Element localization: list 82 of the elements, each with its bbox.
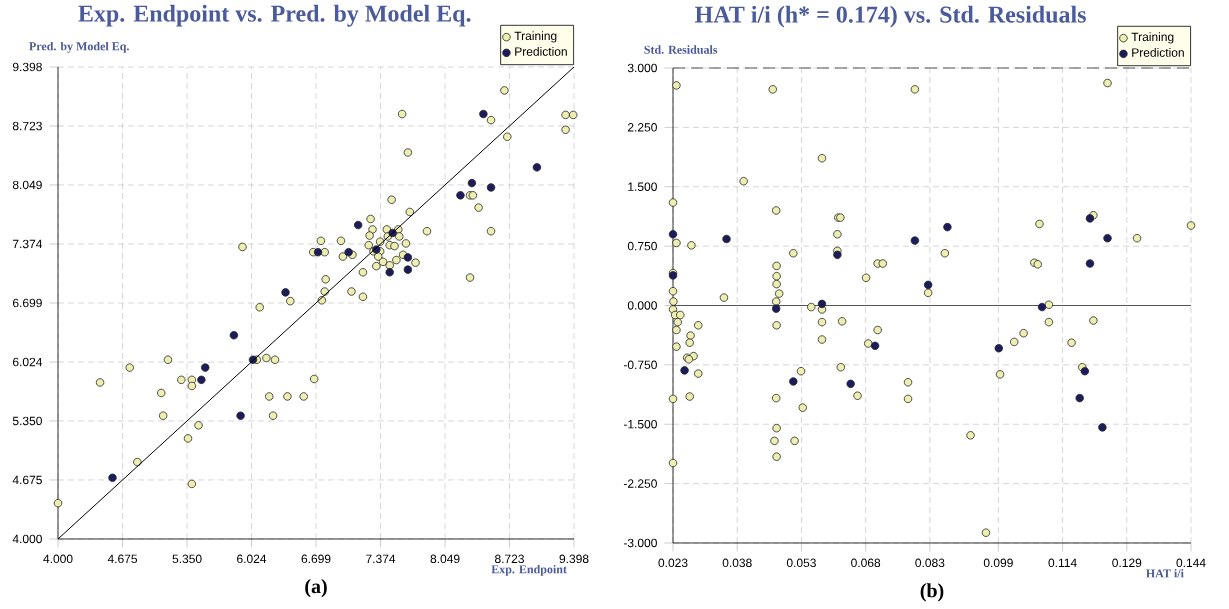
point	[771, 304, 781, 313]
point	[197, 375, 206, 385]
point	[910, 236, 920, 245]
x-tick-label: 4.675	[107, 554, 138, 564]
point	[281, 288, 290, 297]
point	[846, 379, 855, 389]
point	[1103, 233, 1112, 243]
text: (b)	[920, 583, 944, 602]
chart-title: Exp. Endpoint vs. Pred. by Model Eq.	[78, 4, 471, 27]
x-tick-label: 0.099	[983, 558, 1013, 568]
point	[1085, 214, 1095, 223]
x-tick-label: 0.053	[786, 558, 816, 568]
point	[532, 163, 542, 172]
point	[467, 178, 477, 188]
point	[201, 363, 210, 372]
x-axis-title: Exp. Endpoint	[491, 564, 567, 576]
x-tick-label: 6.699	[301, 554, 331, 564]
x-tick-label: 0.038	[722, 558, 752, 568]
y-tick-label: 6.024	[12, 357, 43, 367]
y-tick-label: -3.000	[623, 538, 657, 548]
y-tick-label: 5.350	[12, 416, 42, 426]
x-tick-label: 0.129	[1112, 558, 1142, 568]
x-tick-label: 7.374	[366, 554, 396, 564]
y-tick-label: 0.750	[627, 241, 657, 251]
legend-label: Training	[514, 31, 557, 43]
point	[994, 344, 1003, 353]
point	[722, 234, 731, 244]
y-tick-label: 9.398	[12, 62, 42, 72]
y-axis-title: Pred. by Model Eq.	[29, 41, 129, 53]
y-tick-label: 6.699	[12, 298, 42, 308]
y-tick-label: 4.675	[12, 475, 42, 485]
point	[668, 230, 678, 239]
point	[1098, 423, 1107, 432]
point	[108, 473, 117, 482]
y-tick-label: 4.000	[12, 534, 42, 544]
point	[456, 191, 465, 200]
y-tick-label: -1.500	[623, 419, 657, 429]
y-tick-label: 8.049	[12, 180, 42, 190]
point	[1037, 302, 1047, 312]
point	[344, 247, 353, 257]
x-tick-label: 0.068	[851, 558, 881, 568]
x-tick-label: 8.723	[495, 554, 524, 564]
x-axis-title: HAT i/i	[1146, 569, 1184, 578]
point	[833, 250, 842, 260]
x-tick-label: 9.398	[559, 554, 589, 564]
x-tick-label: 5.350	[172, 554, 202, 564]
y-tick-label: -0.750	[623, 360, 657, 370]
point	[1080, 367, 1090, 376]
point	[353, 220, 363, 230]
x-tick-label: 0.144	[1176, 558, 1206, 568]
legend-label: Training	[1131, 32, 1174, 44]
point	[486, 183, 496, 192]
y-tick-label: 1.500	[628, 182, 657, 191]
x-tick-label: 4.000	[43, 554, 73, 564]
x-tick-label: 8.049	[430, 554, 460, 564]
legend-label: Prediction	[515, 46, 567, 56]
x-tick-label: 0.114	[1048, 558, 1077, 568]
point	[403, 265, 413, 274]
point	[870, 341, 880, 351]
x-tick-label: 0.083	[915, 558, 945, 568]
chart-title: HAT i/i (h* = 0.174) vs. Std. Residuals	[695, 5, 1086, 28]
point	[923, 280, 933, 290]
y-tick-label: 0.000	[627, 301, 657, 310]
y-tick-label: 8.723	[12, 121, 42, 131]
point	[385, 268, 394, 277]
y-tick-label: 2.250	[627, 123, 657, 132]
x-tick-label: 0.023	[658, 558, 688, 568]
legend-label: Prediction	[1132, 47, 1184, 57]
x-tick-label: 6.024	[237, 554, 267, 564]
point	[229, 331, 239, 340]
y-tick-label: 7.374	[13, 239, 43, 249]
text: (a)	[305, 579, 327, 598]
y-tick-label: 3.000	[627, 63, 657, 73]
point	[943, 222, 952, 232]
point	[236, 411, 245, 420]
y-tick-label: -2.250	[623, 479, 657, 488]
point	[680, 366, 689, 375]
point	[479, 109, 488, 119]
y-axis-title: Std. Residuals	[644, 45, 718, 54]
point	[1085, 259, 1095, 268]
point	[1075, 393, 1084, 403]
point	[789, 377, 798, 386]
